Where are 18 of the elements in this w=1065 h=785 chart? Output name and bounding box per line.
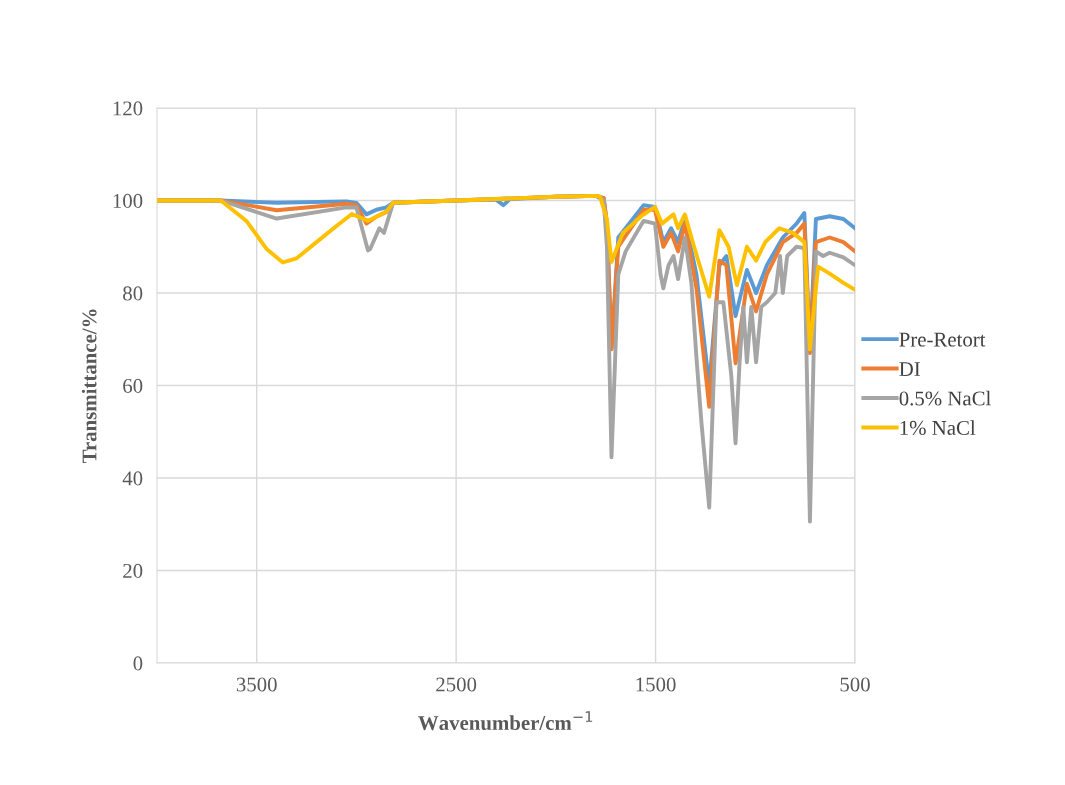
x-tick-label: 3500: [236, 677, 277, 692]
y-tick-label: 100: [113, 193, 143, 208]
y-tick-label: 40: [122, 471, 143, 486]
x-tick-label: 1500: [636, 677, 676, 692]
legend-label: 0.5% NaCl: [899, 390, 991, 406]
line-series: [157, 193, 855, 352]
x-tick-label: 2500: [436, 677, 477, 692]
y-tick-label: 120: [113, 101, 143, 116]
y-tick-label: 60: [123, 378, 143, 393]
y-tick-label: 80: [123, 286, 143, 301]
y-axis-title: Transmittance/%: [81, 309, 97, 464]
legend-label: Pre-Retort: [899, 332, 986, 347]
y-tick-label: 0: [133, 656, 143, 671]
x-tick-label: 500: [840, 677, 870, 692]
legend-label: 1% NaCl: [900, 420, 976, 435]
legend-label: DI: [899, 362, 920, 376]
y-tick-label: 20: [123, 563, 143, 578]
x-axis-title: Wavenumber/cm$^{−1}$: [418, 711, 593, 731]
